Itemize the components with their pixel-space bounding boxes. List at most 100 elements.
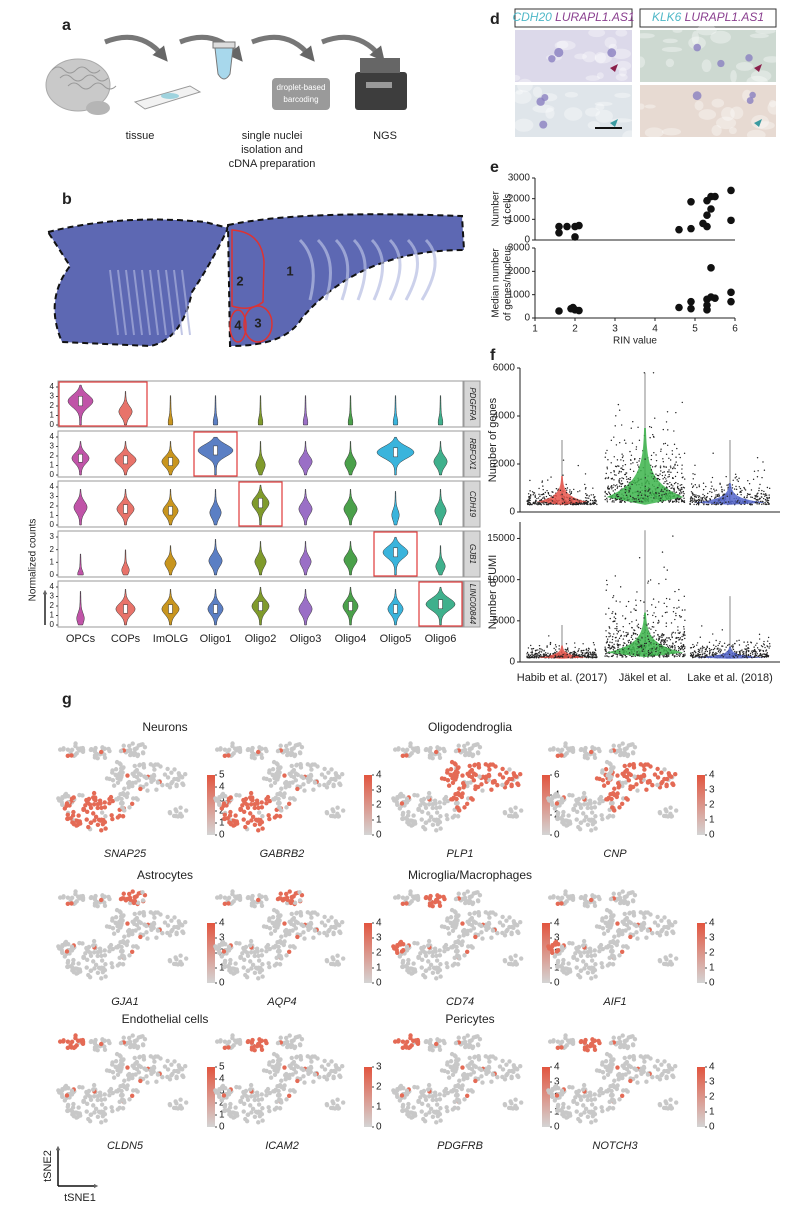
tsne-point xyxy=(473,786,478,792)
tsne-point xyxy=(248,950,254,955)
cell-dot xyxy=(669,481,671,484)
cell-dot xyxy=(665,625,667,628)
tsne-point xyxy=(66,794,71,799)
tsne-point xyxy=(249,896,255,901)
cell-dot xyxy=(617,648,619,651)
cell-dot xyxy=(712,654,714,656)
tsne-point xyxy=(563,741,568,746)
cell-dot xyxy=(643,617,645,619)
tsne-point xyxy=(475,742,480,747)
y-tick-label: 2000 xyxy=(508,193,531,204)
cell-dot xyxy=(754,495,756,497)
tsne-point xyxy=(152,915,157,920)
tsne-point xyxy=(134,796,139,801)
cell-dot xyxy=(545,501,548,504)
cell-dot xyxy=(653,626,655,628)
colorbar xyxy=(542,775,550,835)
cell-dot xyxy=(676,471,679,474)
cell-dot xyxy=(758,487,760,489)
tsne-point xyxy=(319,920,325,925)
cell-dot xyxy=(623,439,626,441)
y-tick-label: 0 xyxy=(50,420,55,429)
texture xyxy=(721,106,735,121)
tissue-stripe xyxy=(316,238,332,301)
tsne-point xyxy=(455,805,460,810)
tsne-point xyxy=(127,805,132,810)
cell-dot xyxy=(614,485,617,487)
tsne-point xyxy=(183,808,189,813)
texture xyxy=(756,121,775,130)
cell-dot xyxy=(660,490,662,493)
cell-dot xyxy=(692,646,695,649)
arrow xyxy=(321,34,385,62)
gene-label: GABRB2 xyxy=(260,848,305,860)
cell-dot xyxy=(546,489,548,492)
cell-dot xyxy=(649,488,651,490)
cell-dot xyxy=(573,488,575,491)
cell-dot xyxy=(725,646,727,648)
cell-dot xyxy=(651,466,654,468)
cell-dot xyxy=(549,653,552,655)
cell-dot xyxy=(620,634,622,637)
tsne-point xyxy=(126,891,132,897)
cell-dot xyxy=(655,491,657,494)
cell-dot xyxy=(684,637,686,640)
cell-dot xyxy=(737,500,739,502)
tsne-point xyxy=(104,924,110,929)
cell-dot xyxy=(612,611,614,613)
violin xyxy=(73,489,88,526)
tsne-point xyxy=(245,953,251,958)
cell-dot xyxy=(693,656,695,658)
cell-dot xyxy=(546,503,549,506)
tsne-point xyxy=(423,820,429,825)
tsne-point xyxy=(138,772,143,778)
cell-dot xyxy=(767,499,769,501)
colorbar-label: 2 xyxy=(376,800,382,811)
cell-dot xyxy=(610,462,612,464)
cell-dot xyxy=(586,651,588,654)
cell-dot xyxy=(727,486,729,488)
cell-dot xyxy=(544,654,547,657)
tsne-point xyxy=(78,969,83,974)
cell-dot xyxy=(689,503,691,505)
tsne-point xyxy=(400,812,405,817)
cell-dot xyxy=(640,494,643,496)
cell-dot xyxy=(651,472,653,475)
tsne-point xyxy=(241,809,247,814)
cell-dot xyxy=(610,655,613,658)
tsne-point xyxy=(419,817,424,822)
cell-dot xyxy=(613,470,615,472)
cell-dot xyxy=(658,621,660,623)
cell-dot xyxy=(590,655,592,657)
cell-dot xyxy=(665,480,668,482)
cell-dot xyxy=(699,636,702,638)
cell-dot xyxy=(683,487,686,489)
tsne-point xyxy=(69,895,75,901)
tsne-point xyxy=(555,753,561,759)
cell-dot xyxy=(636,625,638,627)
cell-dot xyxy=(545,495,548,498)
cell-dot xyxy=(614,612,617,615)
cell-dot xyxy=(614,617,617,620)
tsne-point xyxy=(551,746,556,751)
tsne-point xyxy=(274,813,279,819)
region-number: 2 xyxy=(236,273,243,288)
tsne-point xyxy=(256,976,261,981)
cell-dot xyxy=(666,640,668,642)
tsne-point xyxy=(114,759,120,765)
cell-dot xyxy=(703,646,705,649)
tsne-point xyxy=(264,896,269,902)
cell-dot xyxy=(556,650,558,653)
tissue-stripe xyxy=(157,269,167,336)
group-title: Neurons xyxy=(142,720,187,734)
cell-dot xyxy=(707,492,709,495)
cell-dot xyxy=(608,607,610,610)
cell-dot xyxy=(741,649,743,651)
tsne-point xyxy=(172,776,177,782)
cell-dot xyxy=(620,471,623,473)
cell-dot xyxy=(766,655,768,657)
tsne-point xyxy=(119,922,124,928)
cell-dot xyxy=(682,486,685,489)
cell-dot xyxy=(682,495,685,497)
tsne-point xyxy=(298,913,304,918)
